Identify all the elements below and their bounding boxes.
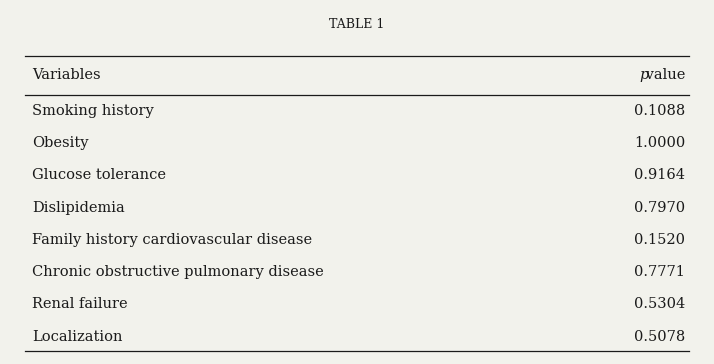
Text: Smoking history: Smoking history	[32, 104, 154, 118]
Text: Glucose tolerance: Glucose tolerance	[32, 169, 166, 182]
Text: 0.5304: 0.5304	[634, 297, 685, 311]
Text: p: p	[639, 68, 648, 82]
Text: 0.9164: 0.9164	[634, 169, 685, 182]
Text: Dislipidemia: Dislipidemia	[32, 201, 125, 215]
Text: Renal failure: Renal failure	[32, 297, 128, 311]
Text: 0.1088: 0.1088	[634, 104, 685, 118]
Text: 0.1520: 0.1520	[634, 233, 685, 247]
Text: 0.7771: 0.7771	[634, 265, 685, 279]
Text: Family history cardiovascular disease: Family history cardiovascular disease	[32, 233, 313, 247]
Text: value: value	[640, 68, 685, 82]
Text: 1.0000: 1.0000	[634, 136, 685, 150]
Text: Localization: Localization	[32, 330, 123, 344]
Text: Chronic obstructive pulmonary disease: Chronic obstructive pulmonary disease	[32, 265, 324, 279]
Text: Obesity: Obesity	[32, 136, 89, 150]
Text: Variables: Variables	[32, 68, 101, 82]
Text: TABLE 1: TABLE 1	[329, 19, 385, 31]
Text: 0.5078: 0.5078	[634, 330, 685, 344]
Text: 0.7970: 0.7970	[634, 201, 685, 215]
